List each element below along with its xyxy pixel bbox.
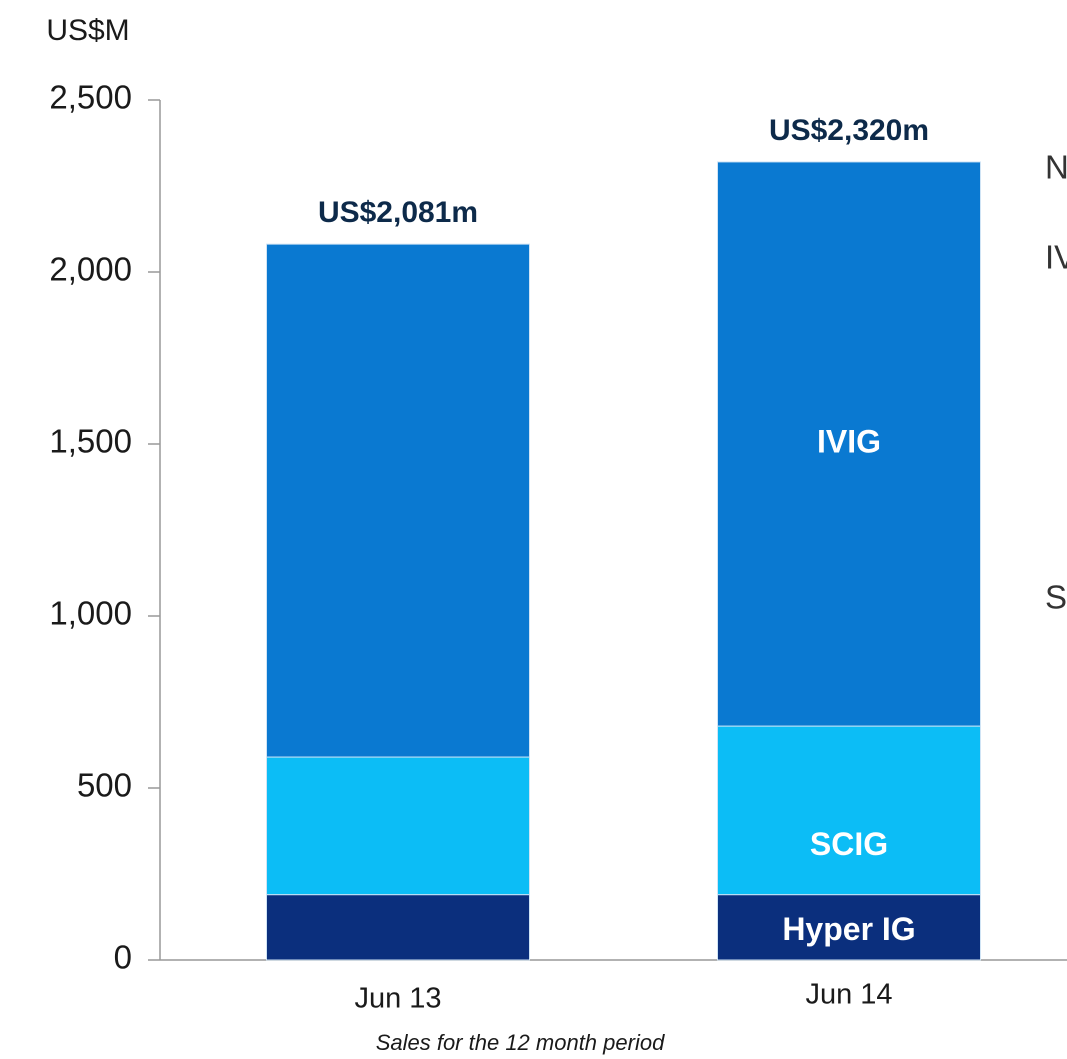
segment-label: Hyper IG bbox=[782, 911, 915, 947]
y-tick-label: 2,000 bbox=[49, 251, 132, 288]
bar-segment bbox=[266, 243, 530, 758]
y-tick-label: 2,500 bbox=[49, 79, 132, 116]
bar-segment bbox=[266, 756, 530, 896]
bar-segment bbox=[717, 161, 981, 727]
bar-segment bbox=[266, 894, 530, 961]
segment-label: SCIG bbox=[810, 826, 888, 862]
y-tick-label: 500 bbox=[77, 767, 132, 804]
y-tick-label: 1,500 bbox=[49, 423, 132, 460]
x-tick-label: Jun 14 bbox=[805, 979, 892, 1011]
x-axis-label: Sales for the 12 month period bbox=[376, 1030, 665, 1055]
bar-segment bbox=[717, 725, 981, 896]
annotation: N bbox=[1045, 149, 1067, 186]
total-label: US$2,081m bbox=[318, 196, 478, 229]
y-axis-label: US$M bbox=[46, 14, 129, 47]
segment-label: IVIG bbox=[817, 423, 881, 459]
y-tick-label: 1,000 bbox=[49, 595, 132, 632]
annotation: IV bbox=[1045, 239, 1067, 276]
annotation: S bbox=[1045, 579, 1067, 616]
total-label: US$2,320m bbox=[769, 114, 929, 147]
y-tick-label: 0 bbox=[114, 939, 132, 976]
bar-segment bbox=[717, 894, 981, 961]
x-tick-label: Jun 13 bbox=[354, 983, 441, 1015]
